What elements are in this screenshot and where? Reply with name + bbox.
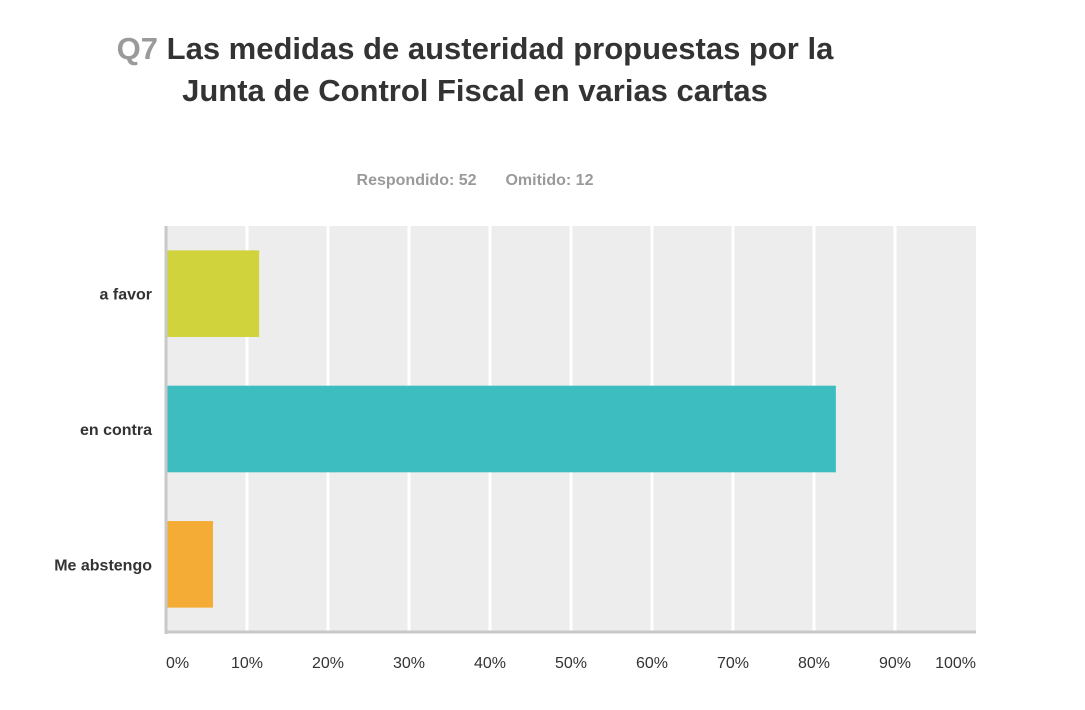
x-tick-label: 80% <box>798 655 830 672</box>
x-tick-label: 40% <box>474 655 506 672</box>
answered-label: Respondido: <box>356 172 455 189</box>
category-label: Me abstengo <box>54 557 152 574</box>
category-label: en contra <box>80 422 152 439</box>
answered-value: 52 <box>458 172 477 189</box>
chart-title: Q7 Las medidas de austeridad propuestas … <box>100 28 850 112</box>
x-tick-label: 100% <box>935 655 976 672</box>
question-text: Las medidas de austeridad propuestas por… <box>166 31 834 108</box>
x-tick-labels: 0% 10% 20% 30% 40% 50% 60% 70% 80% 90% 100% <box>166 655 976 672</box>
bar-a-favor <box>166 250 260 337</box>
category-label: a favor <box>100 287 152 304</box>
x-tick-label: 10% <box>231 655 263 672</box>
x-tick-label: 30% <box>393 655 425 672</box>
x-tick-label: 50% <box>555 655 587 672</box>
skipped-value: 12 <box>575 172 594 189</box>
skipped-label: Omitido: <box>505 172 572 189</box>
x-tick-label: 90% <box>879 655 911 672</box>
x-tick-label: 60% <box>636 655 668 672</box>
x-tick-label: 0% <box>166 655 189 672</box>
bar-me-abstengo <box>166 521 213 608</box>
bars <box>166 250 836 608</box>
category-labels: a favor en contra Me abstengo <box>54 287 152 575</box>
x-tick-label: 20% <box>312 655 344 672</box>
x-tick-label: 70% <box>717 655 749 672</box>
bar-en-contra <box>166 385 836 473</box>
response-stats: Respondido: 52 Omitido: 12 <box>0 172 950 190</box>
question-number: Q7 <box>116 31 159 66</box>
